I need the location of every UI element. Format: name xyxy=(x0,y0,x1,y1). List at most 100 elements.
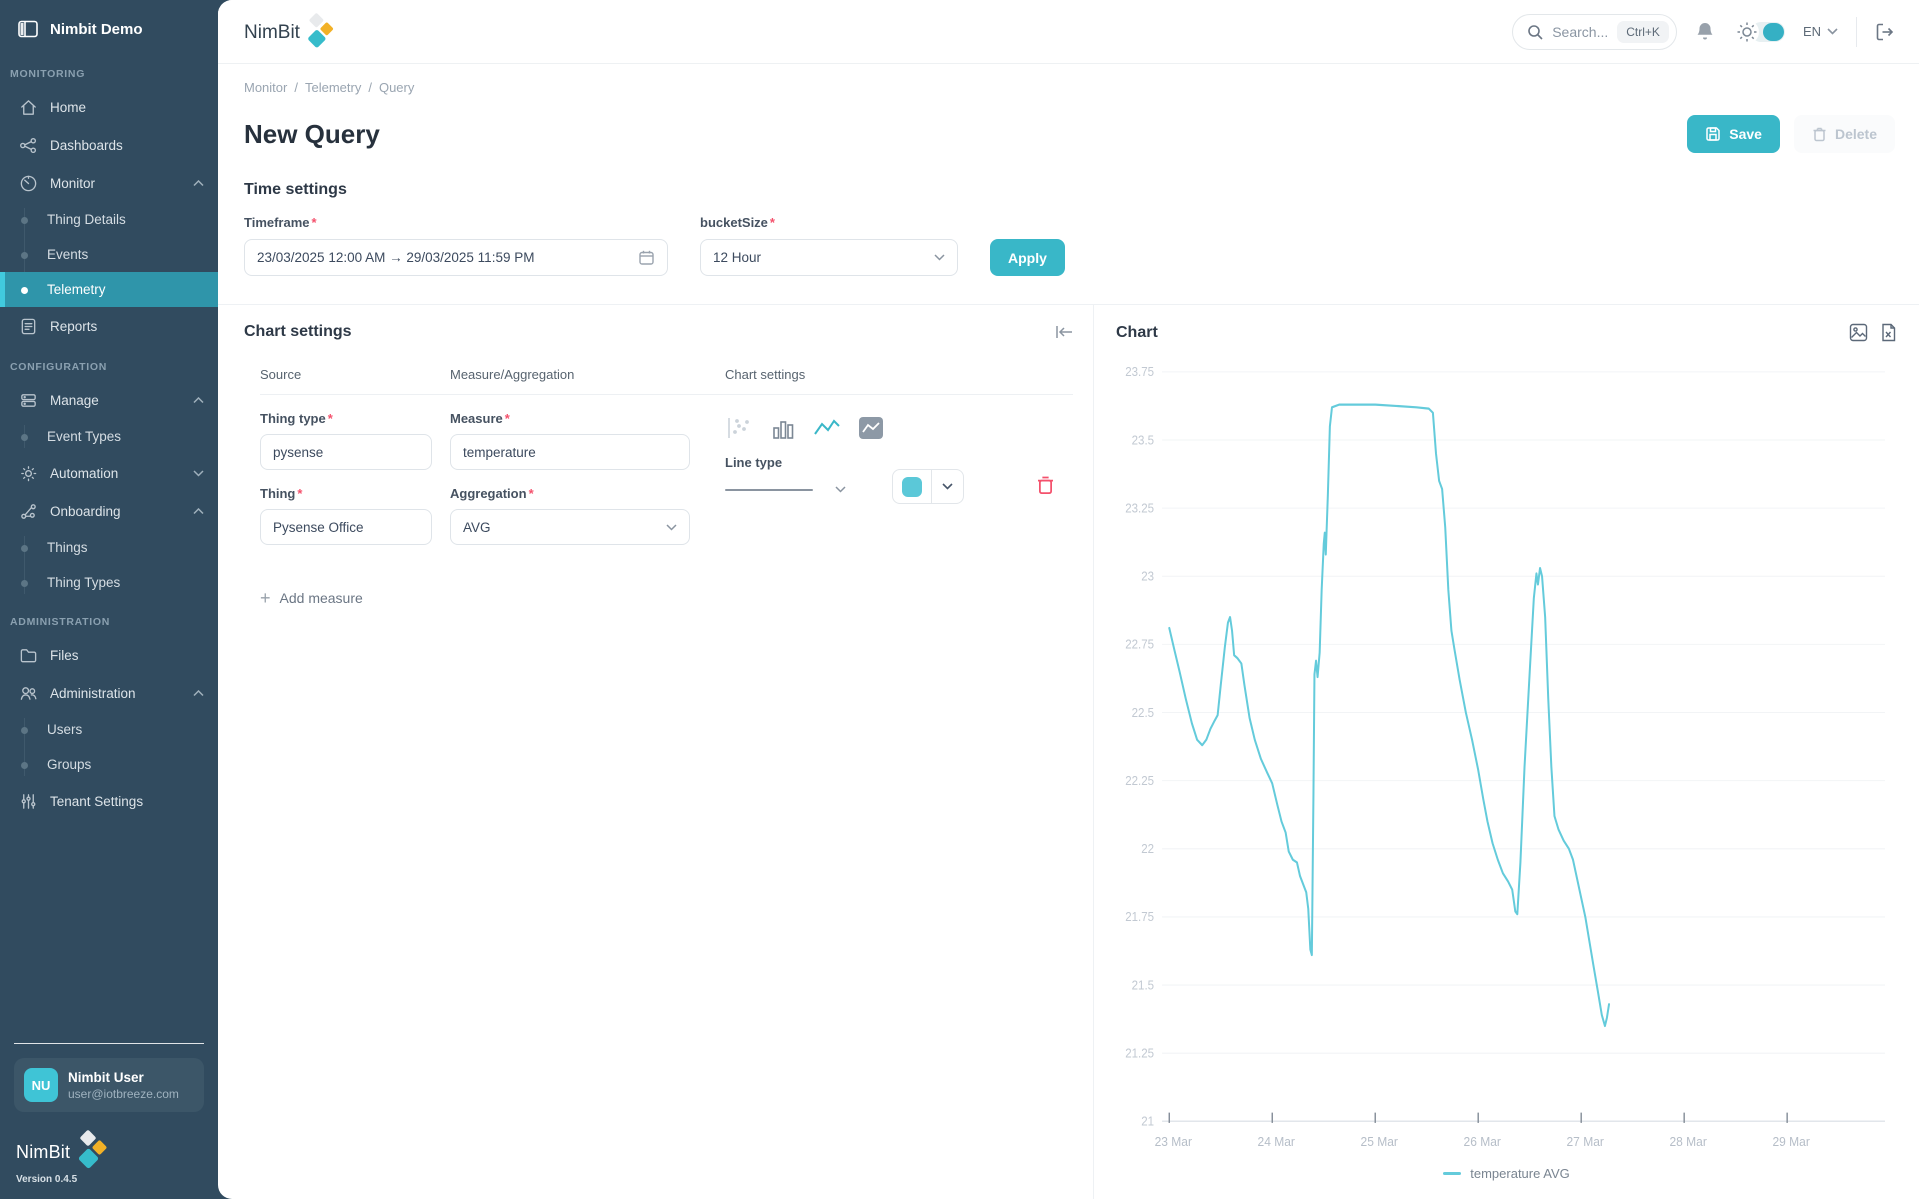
timeframe-label: Timeframe * xyxy=(244,215,317,230)
chevron-up-icon xyxy=(193,396,204,403)
line-type-select[interactable] xyxy=(725,486,846,493)
notifications-button[interactable] xyxy=(1695,21,1715,42)
workspace-header[interactable]: Nimbit Demo xyxy=(0,0,218,52)
add-measure-label: Add measure xyxy=(279,590,363,606)
language-selector[interactable]: EN xyxy=(1803,24,1838,39)
thing-input[interactable] xyxy=(260,509,432,545)
sidebar-item-label: Dashboards xyxy=(50,137,123,153)
collapse-panel-button[interactable] xyxy=(1055,325,1073,339)
sidebar-item-label: Reports xyxy=(50,318,98,334)
chevron-down-icon xyxy=(666,523,677,531)
chart-type-area-button[interactable] xyxy=(857,415,885,441)
sidebar-item-event-types[interactable]: Event Types xyxy=(0,419,218,454)
remove-measure-button[interactable] xyxy=(1036,475,1055,495)
aggregation-select[interactable]: AVG xyxy=(450,509,690,545)
x-axis-tick-label: 24 Mar xyxy=(1258,1135,1295,1150)
x-axis-tick-label: 27 Mar xyxy=(1567,1135,1604,1150)
timeframe-input[interactable]: 23/03/2025 12:00 AM → 29/03/2025 11:59 P… xyxy=(244,239,668,276)
column-header-source: Source xyxy=(260,367,450,395)
theme-toggle-knob xyxy=(1762,22,1784,41)
trash-icon xyxy=(1813,127,1826,142)
sidebar-subitems-administration: Users Groups xyxy=(0,712,218,782)
tenant-settings-icon xyxy=(21,793,35,809)
apply-button[interactable]: Apply xyxy=(990,239,1065,276)
breadcrumb-separator: / xyxy=(368,80,372,95)
sidebar: Nimbit Demo MONITORING Home Dashboards Moni… xyxy=(0,0,218,1199)
sidebar-item-files[interactable]: Files xyxy=(0,636,218,674)
logout-button[interactable] xyxy=(1875,22,1895,42)
trash-icon xyxy=(1038,476,1053,494)
user-card[interactable]: NU Nimbit User user@iotbreeze.com xyxy=(14,1058,204,1112)
sidebar-item-monitor[interactable]: Monitor xyxy=(0,164,218,202)
reports-icon xyxy=(21,318,35,334)
aggregation-label: Aggregation * xyxy=(450,486,534,501)
y-axis-tick-label: 23.5 xyxy=(1132,433,1155,448)
thing-type-input[interactable] xyxy=(260,434,432,470)
brand-logo-top: NimBit xyxy=(244,12,338,52)
sidebar-item-label: Files xyxy=(50,647,79,663)
sidebar-divider xyxy=(14,1043,204,1044)
save-button[interactable]: Save xyxy=(1687,115,1780,153)
add-measure-button[interactable]: + Add measure xyxy=(260,589,363,607)
brand-diamonds-icon xyxy=(308,12,333,47)
monitor-icon xyxy=(20,175,36,191)
theme-toggle[interactable] xyxy=(1733,19,1785,45)
page-title: New Query xyxy=(244,118,380,149)
sidebar-item-users[interactable]: Users xyxy=(0,712,218,747)
chevron-down-icon xyxy=(835,486,846,493)
export-excel-icon xyxy=(1882,323,1896,342)
chart-type-line-button[interactable] xyxy=(813,415,841,441)
chart-type-scatter-button[interactable] xyxy=(725,415,753,441)
onboarding-icon xyxy=(20,503,36,519)
sidebar-item-administration[interactable]: Administration xyxy=(0,674,218,712)
sidebar-item-onboarding[interactable]: Onboarding xyxy=(0,492,218,530)
y-axis-tick-label: 22.25 xyxy=(1125,774,1154,789)
sidebar-item-things[interactable]: Things xyxy=(0,530,218,565)
y-axis-tick-label: 21 xyxy=(1141,1114,1154,1129)
sidebar-item-dashboards[interactable]: Dashboards xyxy=(0,126,218,164)
sidebar-item-manage[interactable]: Manage xyxy=(0,381,218,419)
sidebar-item-home[interactable]: Home xyxy=(0,88,218,126)
sidebar-item-thing-details[interactable]: Thing Details xyxy=(0,202,218,237)
sidebar-item-tenant-settings[interactable]: Tenant Settings xyxy=(0,782,218,820)
telemetry-chart[interactable]: 21 21.25 21.5 21.75 22 22.25 22.5 22.75 23 23.25 2… xyxy=(1116,348,1897,1156)
export-image-button[interactable] xyxy=(1849,323,1868,342)
source-column: Thing type* Thing* xyxy=(260,395,450,545)
line-type-preview xyxy=(725,488,813,491)
breadcrumb-item-telemetry[interactable]: Telemetry xyxy=(304,80,362,95)
measure-input[interactable] xyxy=(450,434,690,470)
column-header-measure: Measure/Aggregation xyxy=(450,367,725,395)
breadcrumb-item-monitor[interactable]: Monitor xyxy=(244,80,288,95)
delete-button[interactable]: Delete xyxy=(1793,115,1895,153)
search-placeholder: Search... xyxy=(1552,23,1609,40)
breadcrumb-item-query[interactable]: Query xyxy=(378,80,415,95)
export-excel-button[interactable] xyxy=(1880,323,1897,342)
chevron-down-icon xyxy=(934,254,945,261)
y-axis-tick-label: 23.75 xyxy=(1125,365,1154,380)
series-color-picker[interactable] xyxy=(892,469,964,504)
administration-icon xyxy=(20,686,36,700)
chart-type-bar-button[interactable] xyxy=(769,415,797,441)
bucketsize-select[interactable]: 12 Hour xyxy=(700,239,958,276)
user-email: user@iotbreeze.com xyxy=(68,1086,179,1101)
sidebar-collapse-icon[interactable] xyxy=(18,20,38,38)
page-content: Monitor / Telemetry / Query New Query Sa… xyxy=(218,64,1919,1199)
chevron-down-icon xyxy=(193,469,204,477)
chart-panel: Chart xyxy=(1094,305,1919,1199)
sidebar-item-events[interactable]: Events xyxy=(0,237,218,272)
brand-diamonds-icon xyxy=(79,1130,107,1169)
sidebar-item-automation[interactable]: Automation xyxy=(0,454,218,492)
sidebar-item-thing-types[interactable]: Thing Types xyxy=(0,565,218,600)
sidebar-item-label: Onboarding xyxy=(50,503,121,519)
y-axis-tick-label: 23 xyxy=(1141,569,1154,584)
brand-name-top: NimBit xyxy=(244,21,300,43)
sidebar-item-telemetry[interactable]: Telemetry xyxy=(0,272,218,307)
topbar-divider xyxy=(1856,16,1857,47)
sidebar-item-groups[interactable]: Groups xyxy=(0,747,218,782)
chevron-up-icon xyxy=(193,689,204,696)
search-input[interactable]: Search... Ctrl+K xyxy=(1512,13,1677,50)
sidebar-item-reports[interactable]: Reports xyxy=(0,307,218,345)
x-axis-tick-label: 29 Mar xyxy=(1772,1135,1809,1150)
y-axis-tick-label: 22.5 xyxy=(1132,705,1155,720)
sidebar-section-label: CONFIGURATION xyxy=(10,361,107,373)
